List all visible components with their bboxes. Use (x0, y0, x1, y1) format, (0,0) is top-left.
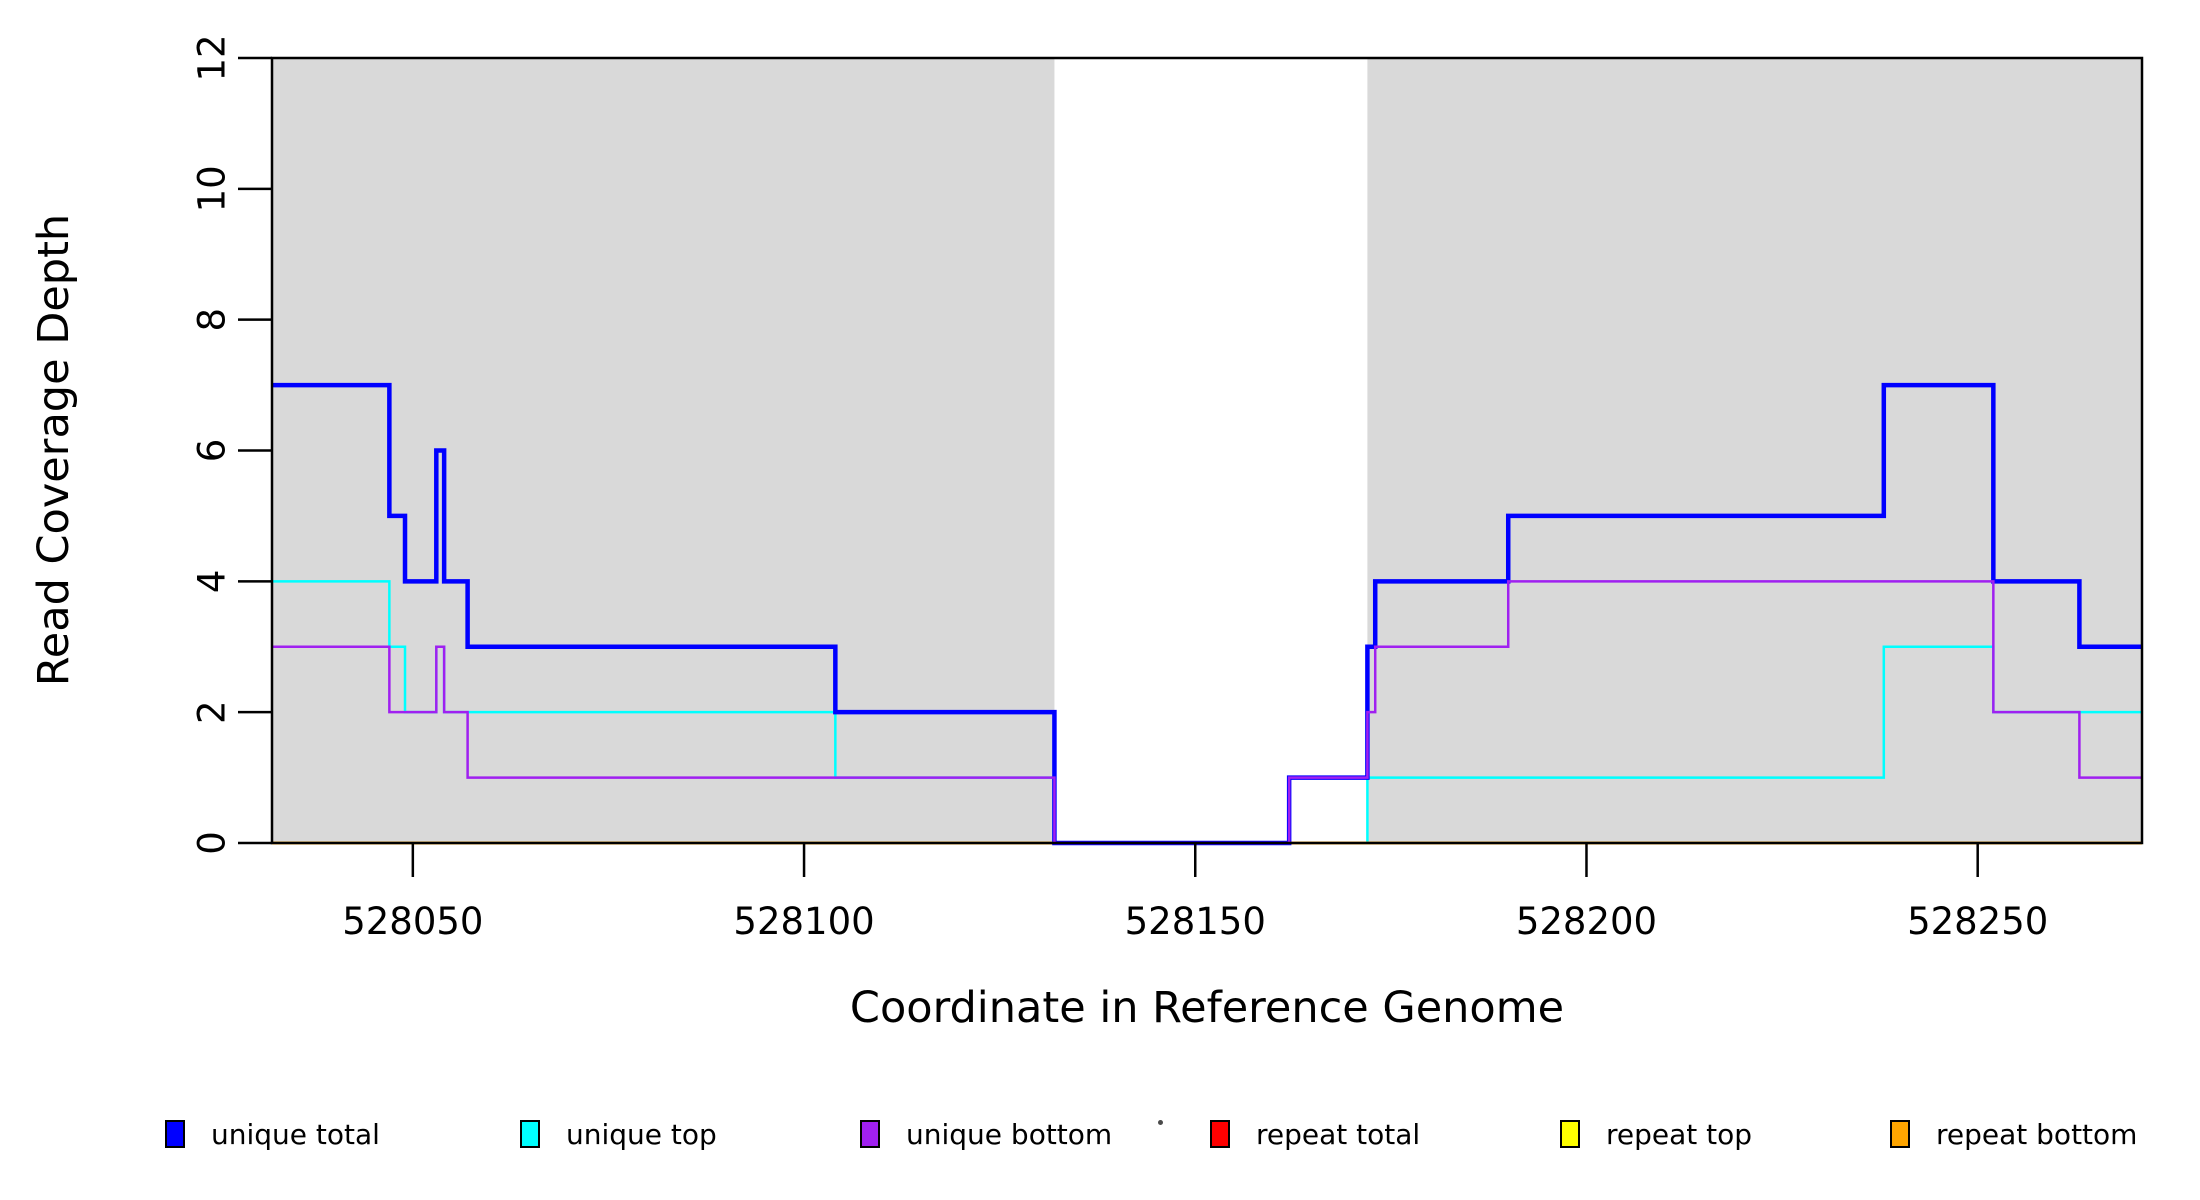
legend-label: repeat bottom (1936, 1117, 2138, 1151)
legend-label: unique total (211, 1117, 380, 1151)
legend-item-repeat-bottom: repeat bottom (1890, 1110, 2137, 1158)
y-tick-label: 10 (191, 165, 234, 212)
legend-swatch-unique-bottom (860, 1120, 880, 1148)
series-line-unique-bottom (272, 580, 2142, 845)
legend-swatch-repeat-top (1560, 1120, 1580, 1148)
x-tick-label: 528200 (1516, 900, 1657, 943)
legend-label: repeat top (1606, 1117, 1753, 1151)
shaded-bands (272, 58, 2142, 843)
axes: 528050 528100 528150 528200 528250 0 2 4 6 8 10 12 (191, 34, 2144, 943)
legend-item-unique-bottom: unique bottom (860, 1110, 1112, 1158)
legend-label: unique bottom (906, 1117, 1113, 1151)
legend-item-unique-total: unique total (165, 1110, 380, 1158)
y-tick-label: 4 (191, 570, 234, 594)
series-line-unique-top (272, 580, 2142, 845)
y-tick-label: 8 (191, 308, 234, 332)
x-tick-label: 528250 (1907, 900, 2048, 943)
legend-swatch-repeat-bottom (1890, 1120, 1910, 1148)
y-tick-label: 2 (191, 700, 234, 724)
legend-item-repeat-total: repeat total (1210, 1110, 1420, 1158)
legend-item-unique-top: unique top (520, 1110, 717, 1158)
y-tick-label: 6 (191, 439, 234, 463)
legend-swatch-unique-top (520, 1120, 540, 1148)
legend: unique total unique top unique bottom repea… (0, 1110, 2200, 1170)
legend-item-repeat-top: repeat top (1560, 1110, 1752, 1158)
stray-dot (1158, 1120, 1163, 1125)
y-tick-label: 12 (191, 34, 234, 81)
shaded-region-2 (1367, 58, 2142, 843)
legend-swatch-repeat-total (1210, 1120, 1230, 1148)
x-tick-label: 528100 (733, 900, 874, 943)
x-tick-label: 528150 (1125, 900, 1266, 943)
y-tick-label: 0 (191, 831, 234, 855)
y-axis-title: Read Coverage Depth (29, 214, 79, 686)
legend-label: repeat total (1256, 1117, 1421, 1151)
x-axis-title: Coordinate in Reference Genome (850, 983, 1564, 1033)
legend-swatch-unique-total (165, 1120, 185, 1148)
x-tick-label: 528050 (342, 900, 483, 943)
legend-label: unique top (566, 1117, 717, 1151)
